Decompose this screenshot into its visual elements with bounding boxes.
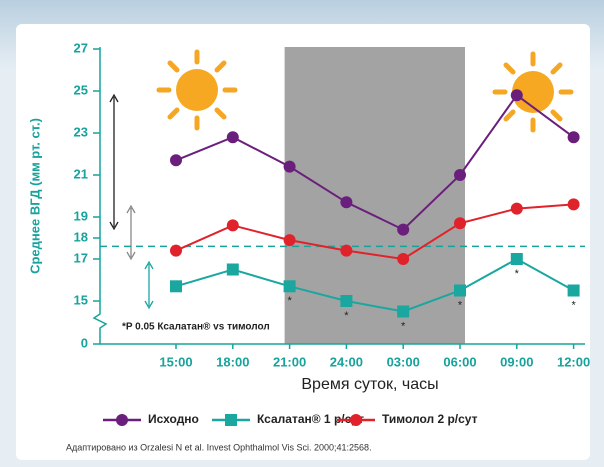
point [397, 253, 410, 265]
y-tick-label: 19 [74, 208, 88, 223]
series-line [175, 257, 575, 313]
point [226, 219, 239, 232]
significance-mark: * [571, 299, 576, 311]
point [510, 89, 523, 102]
point [170, 154, 182, 167]
night-band [284, 47, 465, 344]
point [510, 202, 523, 215]
y-tick-label: 21 [74, 166, 88, 181]
source-note: Адаптировано из Orzalesi N et al. Invest… [66, 442, 372, 452]
point [340, 295, 353, 307]
point [454, 169, 466, 181]
legend-label: Исходно [148, 412, 199, 426]
significance-mark: * [344, 310, 349, 322]
point [283, 280, 296, 293]
point [340, 244, 353, 257]
x-tick-label: 03:00 [387, 354, 420, 369]
y-axis-label: Среднее ВГД (мм рт. ст.) [27, 118, 42, 274]
point [567, 284, 580, 297]
point [340, 196, 353, 209]
sun-icon [492, 51, 574, 133]
y-tick-label: 15 [74, 292, 88, 307]
x-tick-label: 15:00 [159, 354, 192, 369]
point [350, 414, 362, 426]
significance-mark: * [515, 268, 520, 280]
point [510, 253, 523, 265]
point [225, 414, 237, 426]
point [170, 280, 182, 293]
point [454, 217, 466, 230]
significance-note: *P 0.05 Ксалатан® vs тимолол [122, 322, 270, 333]
x-tick-label: 09:00 [500, 354, 533, 369]
series-line [175, 203, 574, 261]
y-tick-label: 25 [74, 82, 88, 97]
point [283, 160, 296, 173]
significance-mark: * [458, 299, 463, 311]
x-tick-label: 24:00 [330, 354, 363, 369]
difference-arrows [109, 93, 154, 310]
y-tick-label: 17 [74, 250, 88, 265]
sun-icon [156, 49, 238, 131]
x-axis-label: Время суток, часы [301, 376, 438, 393]
x-tick-label: 18:00 [216, 354, 249, 369]
legend-label: Ксалатан® 1 р/сут [257, 412, 364, 426]
significance-mark: * [401, 320, 406, 332]
x-tick-label: 06:00 [443, 354, 476, 369]
point [454, 284, 466, 297]
y-tick-label: 0 [81, 335, 88, 350]
x-tick-label: 12:00 [557, 354, 590, 369]
y-tick-label: 18 [74, 229, 88, 244]
point [283, 234, 296, 247]
x-tick-label: 21:00 [273, 354, 306, 369]
y-tick-label: 23 [74, 124, 88, 139]
point [226, 263, 239, 276]
significance-mark: * [287, 295, 292, 307]
point [567, 131, 580, 144]
series-line [175, 93, 575, 231]
point [567, 198, 580, 211]
point [116, 414, 128, 426]
point [226, 131, 239, 144]
point [397, 305, 410, 318]
legend-label: Тимолол 2 р/сут [382, 412, 478, 426]
point [397, 223, 410, 236]
point [170, 244, 182, 257]
y-tick-label: 27 [74, 40, 88, 55]
